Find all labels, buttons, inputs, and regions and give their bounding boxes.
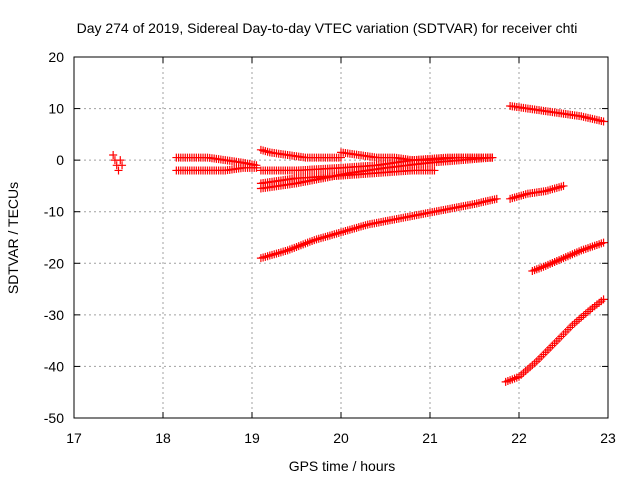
x-tick-label: 22 — [511, 430, 527, 446]
data-point — [599, 117, 608, 126]
series-arc-9 — [256, 194, 501, 263]
data-point — [492, 194, 501, 203]
y-tick-label: -20 — [44, 255, 64, 271]
series-arc-7 — [256, 166, 439, 188]
series-arc-4 — [256, 145, 345, 162]
axis-ticks — [73, 56, 609, 419]
series-arc-11 — [506, 181, 568, 203]
x-axis-label: GPS time / hours — [289, 458, 396, 474]
x-tick-label: 23 — [600, 430, 616, 446]
data-point — [488, 153, 497, 162]
y-tick-label: 0 — [56, 152, 64, 168]
data-point — [118, 161, 127, 170]
data-point — [109, 150, 118, 159]
chart-title: Day 274 of 2019, Sidereal Day-to-day VTE… — [77, 20, 578, 36]
data-point — [599, 295, 608, 304]
y-tick-label: -40 — [44, 358, 64, 374]
series-arc-10 — [506, 101, 608, 126]
data-point — [599, 238, 608, 247]
x-tick-label: 17 — [66, 430, 82, 446]
x-tick-label: 20 — [333, 430, 349, 446]
data-marks — [109, 101, 608, 386]
series-arc-12 — [528, 238, 608, 276]
data-point — [559, 181, 568, 190]
data-point — [252, 163, 261, 172]
data-point — [116, 156, 125, 165]
y-tick-label: -50 — [44, 410, 64, 426]
data-point — [430, 166, 439, 175]
x-tick-label: 19 — [244, 430, 260, 446]
y-axis-label: SDTVAR / TECUs — [5, 182, 21, 294]
y-tick-label: -10 — [44, 204, 64, 220]
series-arc-3 — [172, 163, 261, 175]
data-point — [114, 166, 123, 175]
x-tick-label: 21 — [422, 430, 438, 446]
y-tick-label: -30 — [44, 307, 64, 323]
series-arc-1 — [109, 150, 127, 175]
series-arc-13 — [501, 295, 608, 386]
tick-labels: 17 18 19 20 21 22 23 -50 -40 -30 -20 -10 0 10 20 — [44, 49, 616, 446]
series-arc-8 — [337, 148, 497, 165]
y-tick-label: 10 — [48, 101, 64, 117]
x-tick-label: 18 — [155, 430, 171, 446]
y-tick-label: 20 — [48, 49, 64, 65]
